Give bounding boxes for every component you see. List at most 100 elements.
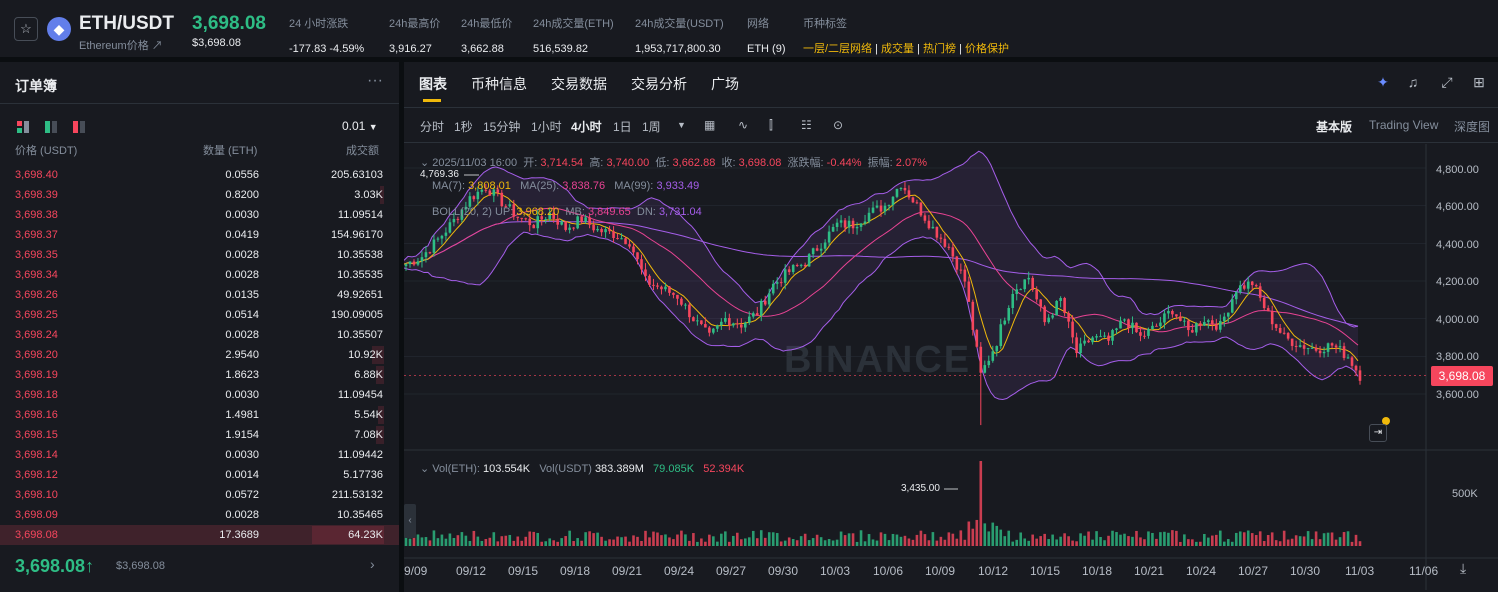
indicator-icon[interactable]: ∿ (738, 118, 749, 132)
tag-hot[interactable]: 热门榜 (923, 43, 957, 55)
orderbook-row[interactable]: 3,698.34 0.0028 10.35535 (0, 265, 399, 285)
orderbook-row[interactable]: 3,698.25 0.0514 190.09005 (0, 305, 399, 325)
orderbook-row[interactable]: 3,698.09 0.0028 10.35465 (0, 505, 399, 525)
orderbook-row[interactable]: 3,698.18 0.0030 11.09454 (0, 385, 399, 405)
axis-settings-icon[interactable]: ⤓ (1460, 560, 1467, 576)
stat-network[interactable]: 网络 ETH (9) (747, 18, 786, 55)
kline-svg[interactable] (404, 144, 1498, 590)
tab-chart[interactable]: 图表 (419, 76, 447, 92)
row-qty: 0.0419 (225, 229, 259, 241)
orderbook-row[interactable]: 3,698.08 17.3689 64.23K (0, 525, 399, 545)
interval-more-caret-icon[interactable]: ▼ (677, 120, 686, 130)
interval-4h[interactable]: 4小时 (571, 120, 602, 134)
favorite-star-icon[interactable]: ☆ (14, 17, 38, 41)
interval-1s[interactable]: 1秒 (454, 120, 473, 134)
settings-sliders-icon[interactable]: ☷ (801, 118, 812, 132)
candle-body (512, 204, 516, 217)
pair-title[interactable]: ETH/USDT (79, 13, 174, 34)
candle-body (664, 286, 667, 290)
tab-square[interactable]: 广场 (711, 76, 739, 92)
orderbook-both-icon[interactable] (17, 120, 29, 133)
ai-sparkle-icon[interactable]: ✦ (1377, 74, 1389, 90)
tab-trading-data[interactable]: 交易数据 (551, 76, 607, 92)
orderbook-row[interactable]: 3,698.37 0.0419 154.96170 (0, 225, 399, 245)
x-tick: 11/06 (1409, 564, 1439, 578)
tag-volume[interactable]: 成交量 (881, 43, 915, 55)
orderbook-row[interactable]: 3,698.19 1.8623 6.88K (0, 365, 399, 385)
volume-bar (460, 532, 464, 546)
candle-body (1246, 281, 1250, 289)
candle-body (955, 256, 959, 270)
volume-bar (995, 525, 999, 546)
volume-bar (775, 533, 779, 546)
volume-bar (1358, 541, 1362, 546)
volume-bar (1059, 536, 1062, 546)
volume-bar (1031, 534, 1034, 546)
candle-body (1091, 337, 1094, 343)
candle-body (1338, 346, 1342, 348)
orderbook-row[interactable]: 3,698.38 0.0030 11.09514 (0, 205, 399, 225)
kline-chart[interactable]: BINANCE ⌄ 2025/11/03 16:00 开: 3,714.54 高… (404, 144, 1498, 590)
orderbook-asks-icon[interactable] (73, 120, 85, 133)
candle-type-icon[interactable]: ⫿ (769, 118, 773, 132)
row-total: 10.35538 (337, 249, 383, 261)
volume-bar (1035, 538, 1038, 546)
orderbook-row[interactable]: 3,698.39 0.8200 3.03K (0, 185, 399, 205)
candle-body (568, 227, 571, 230)
orderbook-row[interactable]: 3,698.10 0.0572 211.53132 (0, 485, 399, 505)
calendar-icon[interactable]: ▦ (704, 118, 716, 132)
orderbook-row[interactable]: 3,698.24 0.0028 10.35507 (0, 325, 399, 345)
orderbook-row[interactable]: 3,698.20 2.9540 10.92K (0, 345, 399, 365)
orderbook-row[interactable]: 3,698.14 0.0030 11.09442 (0, 445, 399, 465)
candle-body (875, 205, 879, 208)
tab-coin-info[interactable]: 币种信息 (471, 76, 527, 92)
volume-bar (1242, 532, 1246, 546)
interval-1h[interactable]: 1小时 (531, 120, 562, 134)
orderbook-row[interactable]: 3,698.16 1.4981 5.54K (0, 405, 399, 425)
chevron-right-icon[interactable]: › (370, 556, 375, 572)
volume-bar (1007, 530, 1011, 546)
candle-body (1135, 322, 1138, 333)
more-icon[interactable]: ··· (367, 72, 383, 89)
interval-1d[interactable]: 1日 (613, 120, 632, 134)
interval-15m[interactable]: 15分钟 (483, 120, 521, 134)
precision-select[interactable]: 0.01 ▼ (342, 119, 378, 133)
orderbook-last-price[interactable]: 3,698.08↑ (15, 556, 95, 576)
tab-trading-analysis[interactable]: 交易分析 (631, 76, 687, 92)
interval-1w[interactable]: 1周 (642, 120, 661, 134)
pair-subtitle[interactable]: Ethereum价格 ↗ (79, 40, 163, 52)
candle-body (1322, 351, 1326, 354)
volume-bar (1282, 530, 1286, 546)
orderbook-bids-icon[interactable] (45, 120, 57, 133)
tag-price-protect[interactable]: 价格保护 (965, 43, 1010, 55)
volume-bar (496, 541, 500, 546)
target-icon[interactable]: ⊙ (833, 118, 844, 132)
expand-icon[interactable]: ⤢ (1441, 74, 1453, 90)
volume-bar (1099, 536, 1102, 546)
volume-bar (484, 539, 488, 546)
view-basic[interactable]: 基本版 (1316, 120, 1353, 134)
layout-grid-icon[interactable]: ⊞ (1473, 74, 1485, 90)
orderbook-row[interactable]: 3,698.35 0.0028 10.35538 (0, 245, 399, 265)
volume-bar (660, 535, 663, 546)
orderbook-row[interactable]: 3,698.12 0.0014 5.17736 (0, 465, 399, 485)
candle-body (1107, 335, 1110, 341)
tag-layer[interactable]: 一层/二层网络 (803, 43, 873, 55)
bell-icon[interactable]: ♫ (1407, 74, 1419, 90)
scroll-left-handle[interactable]: ‹ (404, 504, 416, 538)
scroll-to-latest-icon[interactable]: ⇥ (1369, 424, 1387, 442)
row-total: 11.09442 (337, 449, 383, 461)
candle-body (412, 261, 416, 265)
candle-body (863, 221, 867, 224)
stat-24h-vol-usdt: 24h成交量(USDT) 1,953,717,800.30 (635, 18, 724, 55)
orderbook-row[interactable]: 3,698.26 0.0135 49.92651 (0, 285, 399, 305)
orderbook-row[interactable]: 3,698.15 1.9154 7.08K (0, 425, 399, 445)
volume-bar (927, 540, 931, 546)
candle-body (584, 217, 587, 222)
orderbook-row[interactable]: 3,698.40 0.0556 205.63103 (0, 165, 399, 185)
view-depth[interactable]: 深度图 (1454, 120, 1491, 134)
view-tradingview[interactable]: Trading View (1369, 118, 1439, 132)
volume-bar (520, 540, 524, 546)
volume-bar (791, 538, 795, 546)
interval-line[interactable]: 分时 (420, 120, 445, 134)
